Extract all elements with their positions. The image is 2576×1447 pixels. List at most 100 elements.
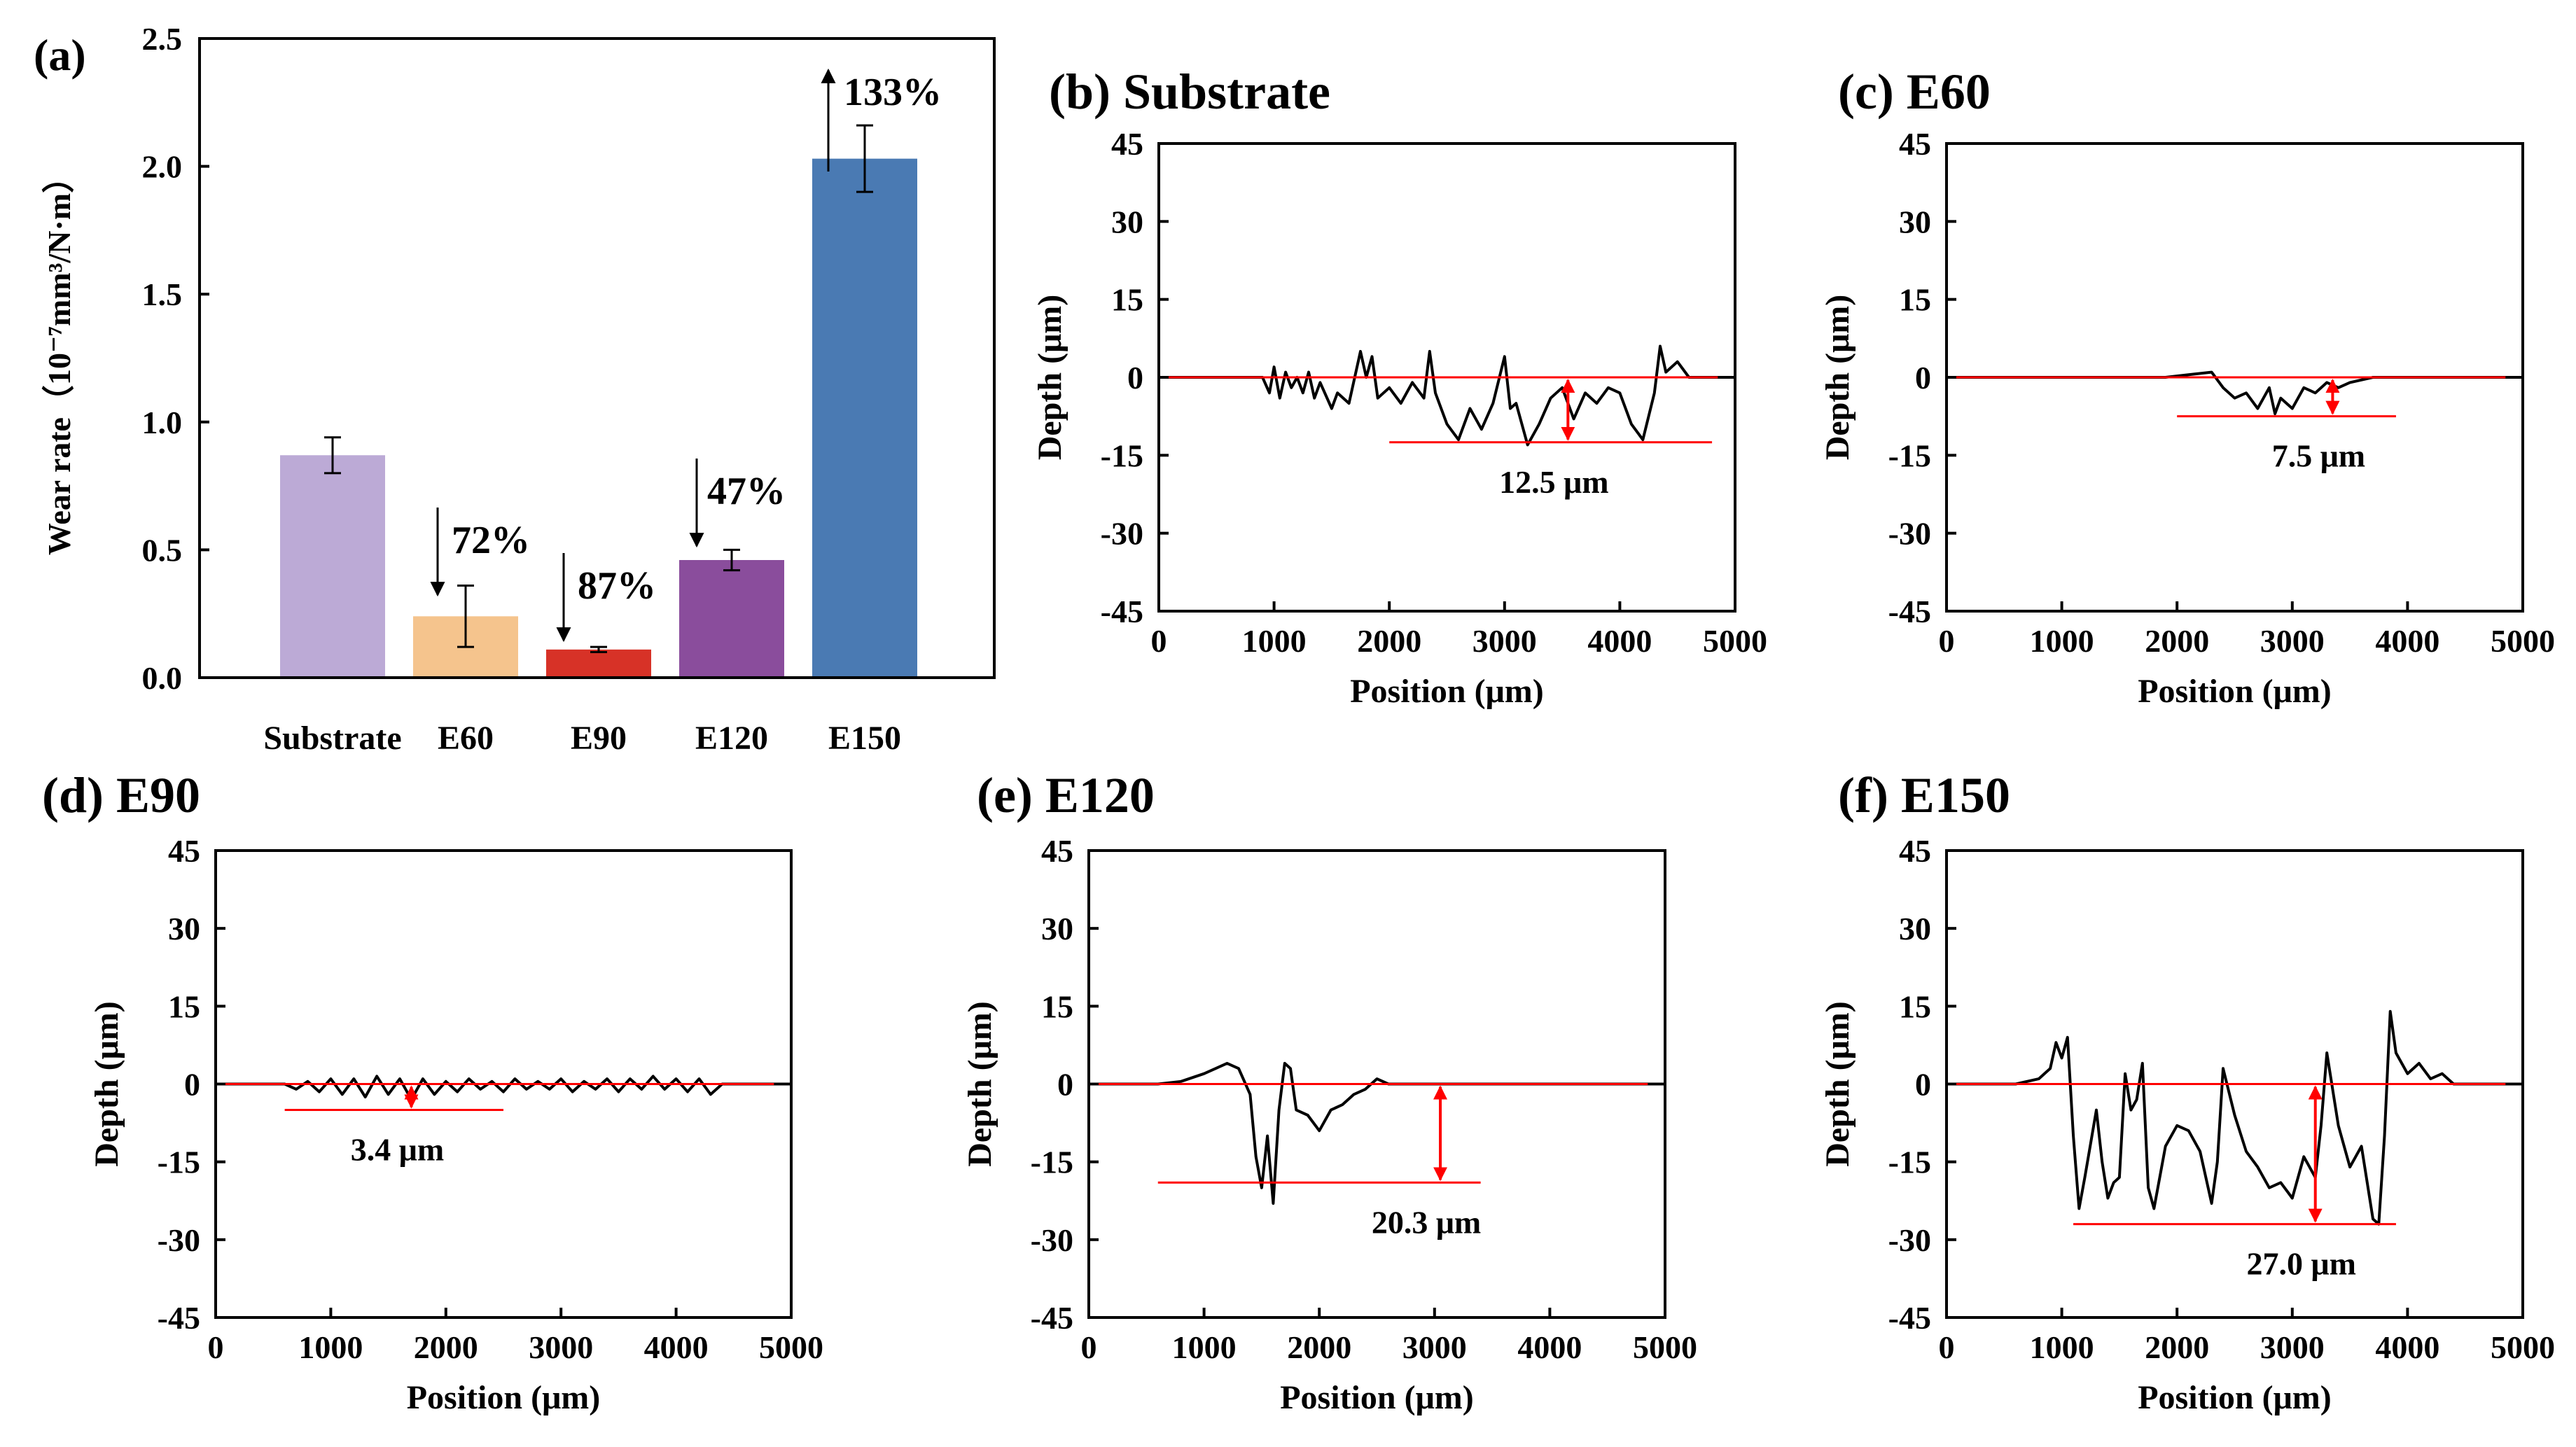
y-tick-label: 45 (1111, 126, 1143, 162)
y-tick-label: -30 (1031, 1222, 1073, 1258)
bar-e120 (679, 560, 784, 678)
x-tick-label: 4000 (644, 1329, 709, 1365)
y-tick-label: 0 (1915, 1067, 1931, 1103)
x-tick-label: 4000 (1517, 1329, 1582, 1365)
y-tick-label: -15 (158, 1145, 200, 1180)
change-label: 47% (707, 470, 786, 513)
bar-substrate (280, 455, 385, 678)
x-tick-label: 0 (1151, 623, 1167, 659)
x-tick-label: 1000 (298, 1329, 363, 1365)
y-tick-label: 2.0 (142, 149, 183, 185)
x-tick-label: 3000 (529, 1329, 593, 1365)
x-tick-label: 0 (1081, 1329, 1097, 1365)
x-tick-label: 5000 (2491, 1329, 2555, 1365)
y-tick-label: 1.5 (142, 277, 183, 312)
y-tick-label: 30 (168, 911, 200, 946)
x-axis-label: Position (μm) (1280, 1379, 1474, 1416)
x-tick-label: E90 (571, 720, 627, 757)
y-tick-label: 45 (168, 833, 200, 869)
x-axis-label: Position (μm) (2138, 1379, 2332, 1416)
y-tick-label: 30 (1041, 911, 1073, 946)
profile-line (1089, 1061, 1665, 1205)
x-tick-label: 1000 (2030, 623, 2094, 659)
y-tick-label: 15 (1899, 282, 1931, 318)
y-tick-label: -45 (1888, 1300, 1931, 1336)
panel-label-c: (c) E60 (1838, 64, 1991, 120)
x-tick-label: 3000 (2260, 1329, 2325, 1365)
x-tick-label: 5000 (759, 1329, 823, 1365)
y-tick-label: 0.0 (142, 660, 183, 696)
bar-e90 (546, 649, 651, 678)
x-tick-label: 2000 (2145, 623, 2209, 659)
panel-label-d: (d) E90 (42, 767, 200, 823)
y-tick-label: 15 (1041, 988, 1073, 1024)
y-tick-label: 1.0 (142, 405, 183, 440)
y-tick-label: 0 (1057, 1067, 1073, 1103)
x-tick-label: 2000 (1357, 623, 1421, 659)
y-axis-label: Depth (μm) (1819, 295, 1856, 461)
y-axis-label: Depth (μm) (1819, 1001, 1856, 1167)
panel-label-b: (b) Substrate (1049, 64, 1330, 120)
x-tick-label: 3000 (2260, 623, 2325, 659)
profile-line (216, 1075, 791, 1101)
panel-label-e: (e) E120 (977, 767, 1155, 823)
y-tick-label: -15 (1031, 1145, 1073, 1180)
depth-label: 27.0 μm (2247, 1246, 2356, 1282)
x-tick-label: 2000 (1287, 1329, 1351, 1365)
y-tick-label: 0 (184, 1067, 200, 1103)
x-tick-label: 5000 (2491, 623, 2555, 659)
y-tick-label: -45 (1888, 594, 1931, 629)
x-tick-label: 5000 (1703, 623, 1767, 659)
x-axis-label: Position (μm) (1350, 673, 1544, 710)
depth-label: 7.5 μm (2272, 438, 2365, 474)
x-tick-label: 0 (1939, 623, 1955, 659)
bar-e150 (812, 158, 917, 678)
y-tick-label: 0 (1915, 360, 1931, 396)
y-tick-label: 15 (168, 988, 200, 1024)
y-tick-label: 0 (1127, 360, 1143, 396)
x-tick-label: 3000 (1473, 623, 1537, 659)
x-tick-label: E150 (828, 720, 901, 757)
depth-label: 12.5 μm (1499, 464, 1608, 500)
y-tick-label: 45 (1899, 833, 1931, 869)
y-tick-label: 15 (1899, 988, 1931, 1024)
y-tick-label: 30 (1111, 204, 1143, 239)
x-tick-label: 3000 (1402, 1329, 1467, 1365)
profile-line (1947, 1009, 2523, 1226)
x-tick-label: 1000 (1242, 623, 1307, 659)
x-axis-label: Position (μm) (2138, 673, 2332, 710)
y-tick-label: -15 (1101, 438, 1143, 473)
depth-label: 20.3 μm (1372, 1204, 1481, 1240)
y-tick-label: -30 (1101, 516, 1143, 552)
panel-label-f: (f) E150 (1838, 767, 2010, 823)
y-tick-label: -45 (1101, 594, 1143, 629)
x-tick-label: 2000 (414, 1329, 478, 1365)
y-axis-label: Depth (μm) (961, 1001, 998, 1167)
x-tick-label: 1000 (1172, 1329, 1237, 1365)
plot-frame (198, 37, 996, 679)
x-tick-label: Substrate (263, 720, 401, 757)
change-label: 133% (844, 71, 942, 114)
y-tick-label: 30 (1899, 204, 1931, 239)
panel-label-a: (a) (34, 30, 86, 80)
y-tick-label: 0.5 (142, 532, 183, 568)
x-tick-label: 4000 (1587, 623, 1652, 659)
x-tick-label: 2000 (2145, 1329, 2209, 1365)
y-tick-label: 2.5 (142, 21, 183, 57)
profile-line (1947, 370, 2523, 415)
x-tick-label: 4000 (2375, 1329, 2439, 1365)
y-tick-label: 45 (1041, 833, 1073, 869)
x-tick-label: 1000 (2030, 1329, 2094, 1365)
y-tick-label: 30 (1899, 911, 1931, 946)
change-label: 72% (452, 519, 530, 562)
y-axis-label: Depth (μm) (1031, 295, 1068, 461)
y-tick-label: 15 (1111, 282, 1143, 318)
y-tick-label: -15 (1888, 438, 1931, 473)
y-tick-label: -45 (158, 1300, 200, 1336)
y-tick-label: -30 (158, 1222, 200, 1258)
